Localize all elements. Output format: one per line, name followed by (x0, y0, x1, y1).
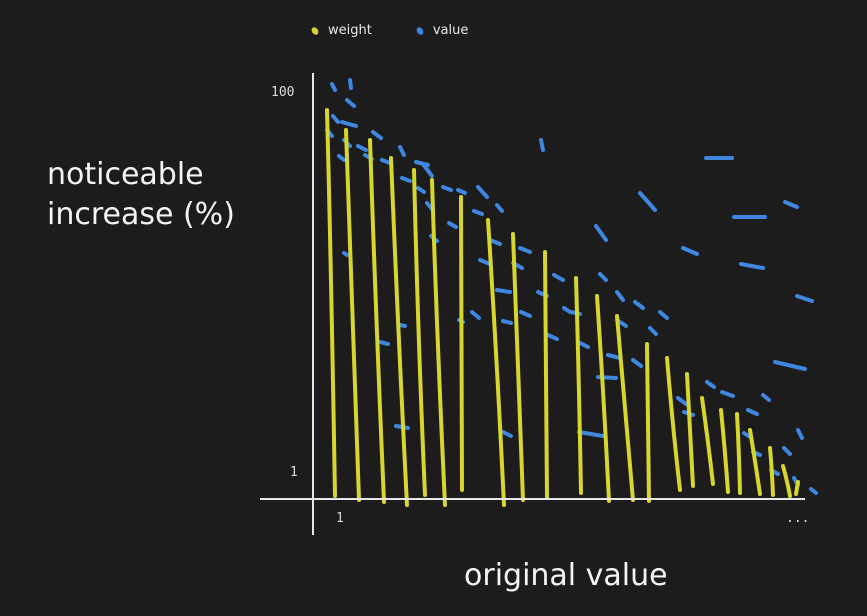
value-dash-49 (594, 224, 608, 242)
weight-stroke-6 (459, 195, 464, 492)
value-dash-8 (337, 154, 346, 162)
weight-stroke-3 (389, 156, 409, 507)
value-dash-48 (539, 138, 545, 152)
value-dash-20 (476, 185, 489, 199)
value-dash-16 (416, 186, 426, 194)
value-dash-34 (552, 273, 565, 282)
legend-item-value: value (415, 23, 469, 38)
weight-stroke-20 (768, 446, 775, 497)
x-tick-label-ellipsis: ... (786, 511, 809, 526)
value-dash-30 (470, 310, 481, 320)
value-dash-2 (345, 98, 356, 108)
y-axis-label-line-1: noticeable (47, 157, 204, 192)
value-dash-51 (681, 246, 699, 256)
value-dash-27 (478, 258, 492, 266)
value-dash-74 (342, 251, 349, 257)
value-dash-15 (400, 176, 412, 183)
value-dash-12 (398, 145, 406, 157)
value-dash-63 (746, 408, 759, 416)
y-axis-label-line-2: increase (%) (47, 197, 235, 232)
weight-stroke-9 (543, 250, 549, 500)
weight-stroke-15 (685, 372, 695, 488)
weight-stroke-10 (574, 276, 583, 495)
x-tick-label-1: 1 (336, 511, 344, 526)
value-dash-56 (795, 294, 814, 303)
value-dash-29 (495, 288, 512, 294)
weight-stroke-16 (700, 396, 715, 486)
value-dash-38 (562, 306, 572, 314)
value-dash-45 (631, 358, 643, 368)
y-tick-label-100: 100 (271, 85, 294, 100)
value-dash-3 (331, 114, 340, 124)
value-dash-77 (398, 323, 407, 328)
value-dash-57 (773, 360, 807, 371)
value-dash-39 (598, 272, 608, 282)
value-dash-31 (519, 310, 532, 318)
value-dash-11 (380, 158, 392, 165)
value-dash-9 (371, 130, 383, 140)
value-dash-50 (638, 191, 657, 212)
value-dash-70 (809, 487, 818, 495)
value-dash-18 (441, 185, 453, 192)
value-dash-22 (472, 209, 484, 216)
value-dash-66 (782, 446, 792, 456)
value-dash-75 (378, 340, 390, 346)
value-dash-60 (705, 380, 716, 389)
y-axis-label: noticeable increase (%) (47, 155, 235, 235)
legend-item-weight: weight (310, 23, 372, 38)
weight-stroke-0 (325, 108, 337, 498)
y-tick-label-1: 1 (290, 465, 298, 480)
value-dash-40 (615, 290, 625, 302)
value-dash-71 (577, 430, 605, 438)
value-dash-64 (742, 431, 752, 439)
weight-stroke-11 (595, 294, 611, 503)
weight-stroke-8 (511, 232, 525, 502)
value-dash-21 (495, 203, 504, 213)
weight-stroke-13 (645, 342, 651, 503)
weight-stroke-18 (735, 412, 742, 495)
legend-label-value: value (432, 23, 469, 38)
value-dash-43 (606, 353, 622, 360)
weight-stroke-21 (781, 464, 792, 498)
weight-stroke-2 (368, 138, 386, 504)
value-dash-1 (348, 78, 353, 90)
weight-stroke-19 (748, 428, 762, 496)
value-dash-67 (796, 428, 804, 440)
value-dash-54 (739, 262, 765, 270)
value-dash-46 (648, 326, 658, 336)
value-dash-55 (783, 200, 799, 209)
value-dash-32 (501, 319, 513, 325)
value-dash-7 (356, 144, 368, 152)
weight-stroke-4 (412, 168, 427, 497)
value-dash-36 (546, 333, 559, 341)
value-dash-0 (330, 82, 337, 92)
value-dash-59 (676, 396, 688, 406)
weight-stroke-1 (344, 128, 361, 502)
weight-stroke-7 (486, 218, 506, 507)
value-dash-72 (501, 430, 513, 438)
weight-stroke-12 (615, 314, 635, 502)
weight-stroke-5 (430, 178, 447, 507)
value-dash-23 (447, 221, 458, 229)
value-dash-41 (633, 300, 645, 310)
value-dash-47 (658, 310, 669, 320)
value-dash-25 (488, 238, 502, 246)
value-dash-14 (421, 162, 434, 178)
value-dash-58 (761, 393, 771, 402)
value-series (325, 78, 818, 495)
weight-stroke-22 (794, 480, 800, 496)
value-dash-19 (456, 188, 467, 195)
weight-stroke-14 (665, 356, 682, 492)
value-dash-5 (340, 120, 358, 128)
x-axis-label: original value (464, 558, 668, 593)
value-dash-26 (518, 246, 532, 254)
legend: weight value (310, 23, 469, 38)
weight-series (325, 108, 800, 507)
legend-label-weight: weight (328, 23, 372, 38)
weight-stroke-17 (719, 408, 730, 494)
value-dash-61 (720, 390, 735, 398)
